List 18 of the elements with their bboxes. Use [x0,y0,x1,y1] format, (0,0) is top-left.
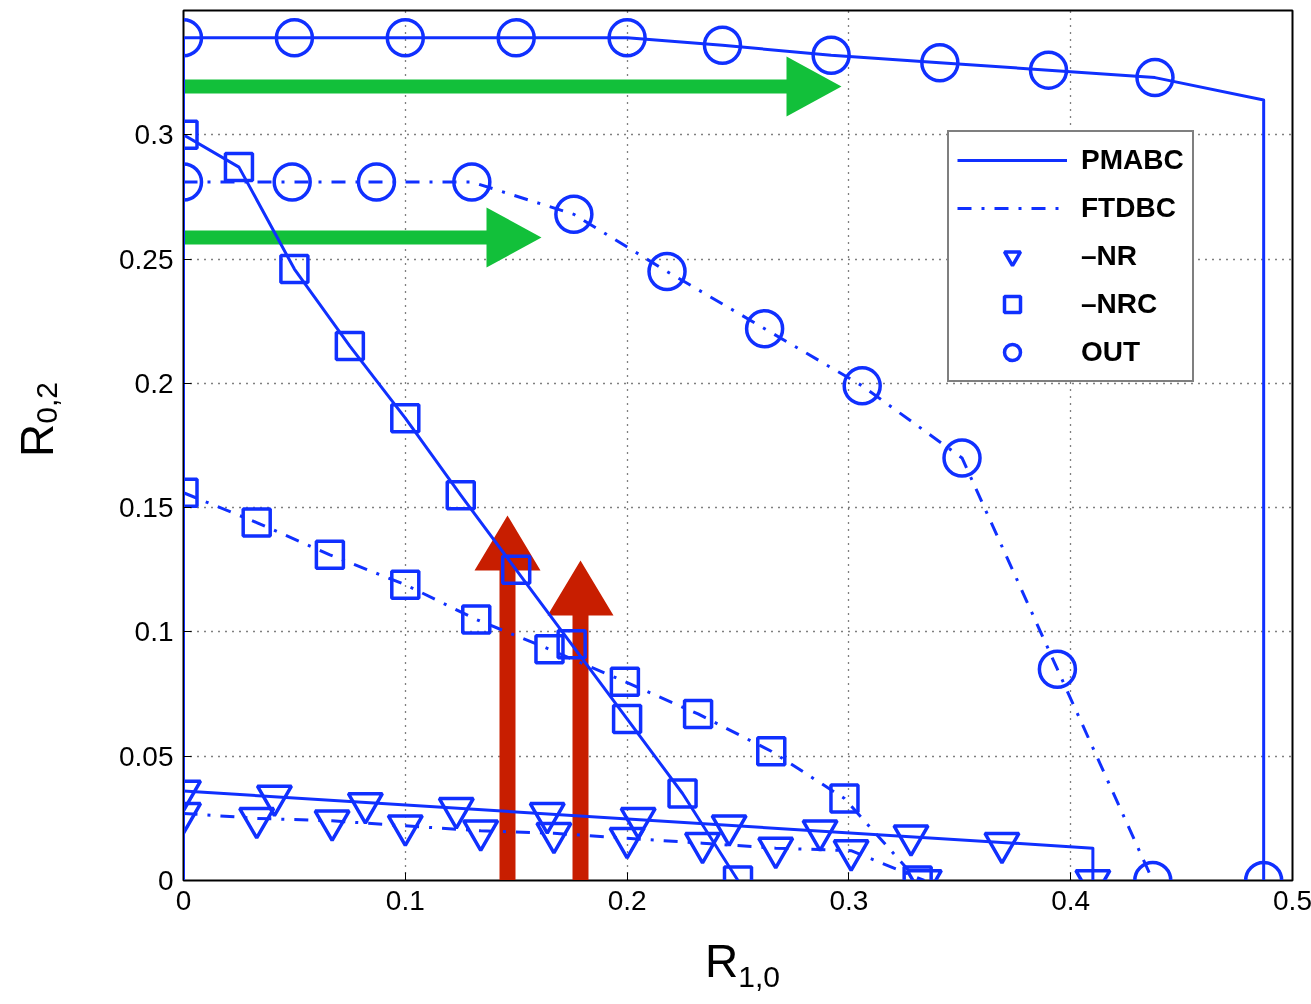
legend-label: OUT [1081,336,1141,368]
y-tick-label: 0 [157,865,174,896]
y-tick-label: 0.3 [134,119,174,151]
x-tick-label: 0.4 [1051,884,1091,916]
legend-label: FTDBC [1081,192,1176,224]
x-tick-label: 0.5 [1273,884,1311,916]
y-tick-label: 0.1 [134,616,174,648]
y-tick-label: 0.25 [119,243,174,275]
y-tick-label: 0.2 [134,367,174,399]
legend-label: PMABC [1081,144,1184,176]
x-axis-title: R$_{1,0}$ [705,934,780,996]
x-tick-label: 0.1 [385,884,425,916]
legend-label: –NRC [1081,288,1158,320]
x-tick-label: 0.2 [607,884,647,916]
y-tick-label: 0.05 [119,740,174,772]
legend-label: –NR [1081,240,1138,272]
y-tick-label: 0.15 [119,492,174,524]
x-tick-label: 0.3 [829,884,869,916]
